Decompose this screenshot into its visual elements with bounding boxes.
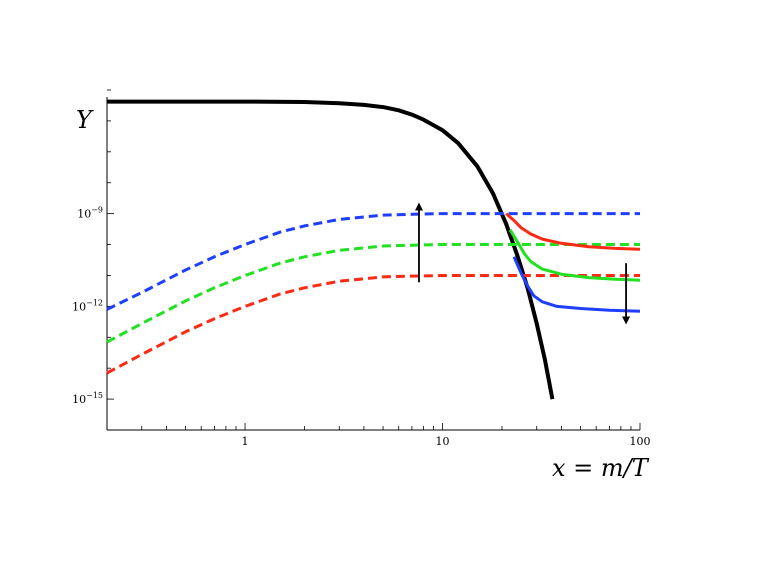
series-line-4 — [106, 274, 640, 375]
series-layer — [106, 99, 641, 400]
series-line-7 — [512, 256, 641, 313]
series-line-1 — [107, 99, 555, 400]
y-axis-title: Y — [76, 106, 94, 134]
series-line-3 — [106, 243, 640, 344]
arrow-layer — [414, 202, 631, 325]
ticks: 1 10 100 10−9 10−12 10−15 — [72, 89, 651, 448]
series-line-6 — [508, 229, 641, 282]
x-tick-label: 1 — [242, 435, 249, 448]
x-tick-label: 100 — [630, 435, 651, 448]
series-line-5 — [505, 212, 641, 251]
x-axis-title: x = m/T — [552, 454, 650, 482]
y-tick-label: 10−12 — [72, 298, 103, 313]
y-tick-label: 10−9 — [77, 206, 103, 221]
x-tick-label: 10 — [436, 435, 450, 448]
series-line-2 — [106, 212, 640, 311]
y-tick-label: 10−15 — [72, 391, 103, 406]
axes: 1 10 100 10−9 10−12 10−15 — [72, 89, 651, 448]
